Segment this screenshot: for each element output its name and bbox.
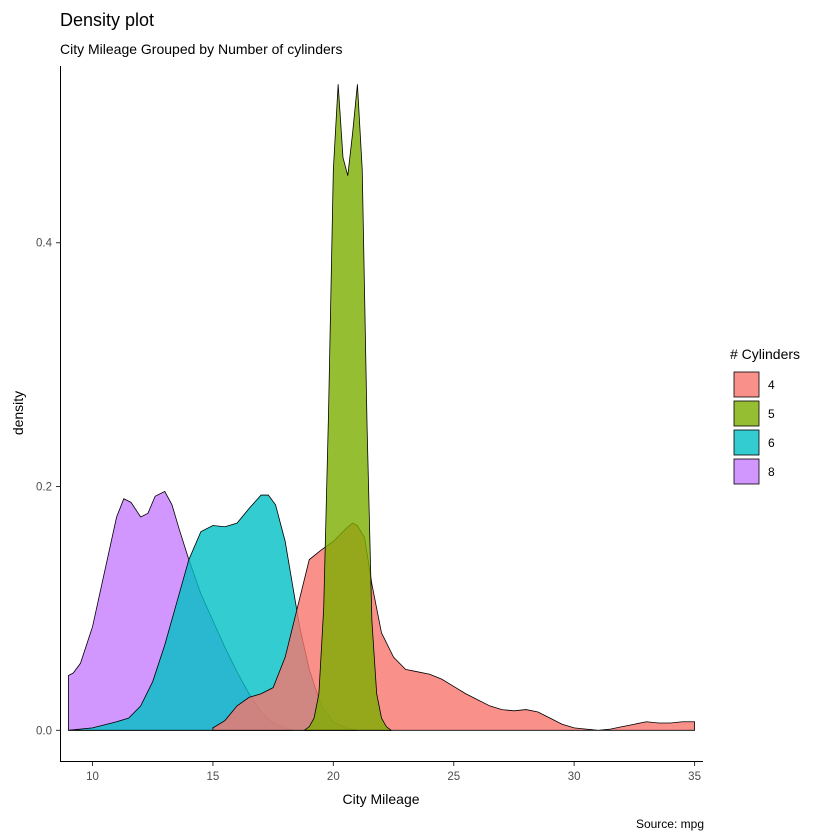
x-tick-label: 10 — [86, 771, 99, 783]
y-axis-title: density — [10, 391, 26, 435]
chart-caption: Source: mpg — [636, 817, 704, 831]
legend: # Cylinders 4 5 6 8 — [730, 346, 800, 485]
x-tick-label: 15 — [207, 771, 220, 783]
legend-swatch-6 — [733, 429, 760, 456]
legend-title: # Cylinders — [730, 346, 800, 362]
x-tick-label: 20 — [327, 771, 340, 783]
x-tick-label: 30 — [568, 771, 581, 783]
legend-swatch-8 — [733, 458, 760, 485]
chart-subtitle: City Mileage Grouped by Number of cylind… — [60, 41, 342, 57]
legend-swatch-4 — [733, 371, 760, 398]
x-axis-title: City Mileage — [342, 791, 419, 807]
x-tick-label: 25 — [447, 771, 460, 783]
legend-label-4: 4 — [768, 378, 775, 392]
plot-area — [68, 84, 695, 731]
legend-label-5: 5 — [768, 407, 775, 421]
chart-title: Density plot — [60, 10, 154, 30]
legend-label-8: 8 — [768, 465, 775, 479]
legend-label-6: 6 — [768, 436, 775, 450]
y-tick-label: 0.2 — [36, 482, 52, 494]
y-tick-label: 0.4 — [36, 238, 53, 250]
y-axis-ticks: 0.0 0.2 0.4 — [36, 238, 60, 737]
y-tick-label: 0.0 — [36, 725, 52, 737]
x-tick-label: 35 — [688, 771, 701, 783]
density-area-5 — [303, 84, 393, 731]
x-axis-ticks: 10 15 20 25 30 35 — [86, 762, 701, 783]
legend-swatch-5 — [733, 400, 760, 427]
